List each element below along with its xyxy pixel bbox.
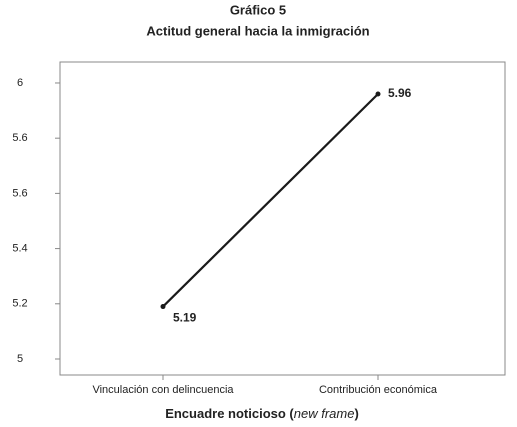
x-tick-label: Contribución económica <box>319 384 438 396</box>
x-axis-label: Encuadre noticioso (new frame) <box>165 406 359 421</box>
data-label: 5.19 <box>173 311 197 325</box>
point <box>375 91 381 97</box>
y-tick-label: 5.4 <box>12 242 27 254</box>
data-label: 5.96 <box>388 86 412 100</box>
chart-title: Gráfico 5 <box>230 2 286 17</box>
y-tick-label: 5.6 <box>12 187 27 199</box>
x-label-part: Encuadre noticioso ( <box>165 406 294 421</box>
plot-frame <box>59 61 506 376</box>
y-tick-label: 5 <box>17 353 23 365</box>
y-tick-label: 5.2 <box>12 298 27 310</box>
x-label-part: new frame <box>294 406 355 421</box>
line <box>162 93 379 308</box>
chart-subtitle: Actitud general hacia la inmigración <box>146 23 369 38</box>
x-tick-label: Vinculación con delincuencia <box>92 384 234 396</box>
y-tick-label: 6 <box>17 77 23 89</box>
y-tick-label: 5.6 <box>12 132 27 144</box>
point <box>160 304 166 310</box>
x-label-part: ) <box>354 406 358 421</box>
